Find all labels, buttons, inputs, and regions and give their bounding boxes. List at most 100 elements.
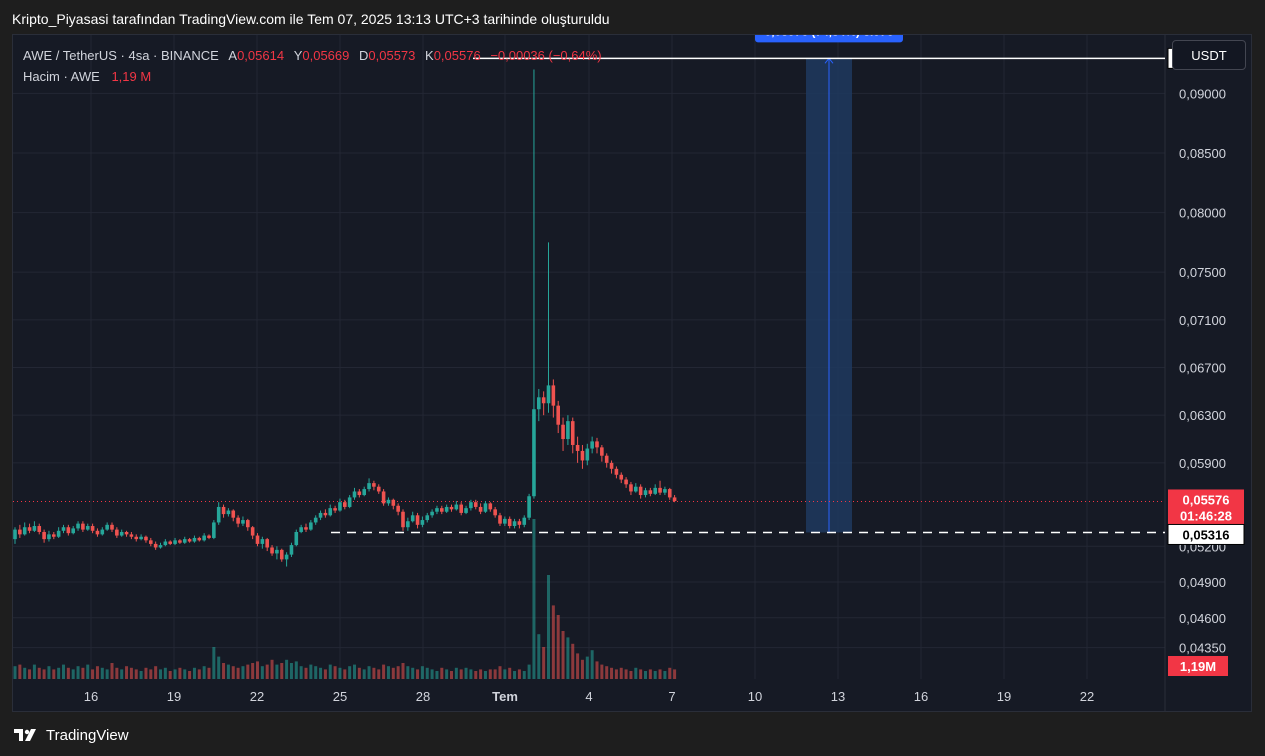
candle-body xyxy=(488,503,493,510)
volume-bar xyxy=(382,664,386,679)
candle-body xyxy=(85,526,90,530)
candle-body xyxy=(498,515,502,524)
volume-bar xyxy=(110,663,114,679)
volume-bar xyxy=(304,667,308,679)
volume-bar xyxy=(653,671,657,679)
volume-bar xyxy=(459,669,463,679)
x-tick-label: 13 xyxy=(831,689,845,704)
candle-body xyxy=(444,506,449,512)
volume-bar xyxy=(323,669,327,679)
candle-body xyxy=(173,540,177,544)
tradingview-logo[interactable]: TradingView xyxy=(14,724,129,746)
volume-bar xyxy=(95,666,99,679)
volume-bar xyxy=(23,667,27,679)
candle-body xyxy=(139,536,143,540)
chart-area[interactable]: 0,03976 (74,54%) 3.976 0,09000 0,08500 0,08… xyxy=(12,34,1252,712)
candle-body xyxy=(600,447,604,456)
candle-body xyxy=(585,448,590,461)
symbol-label: AWE / TetherUS · 4sa · BINANCE xyxy=(23,48,219,63)
candle-body xyxy=(129,534,134,537)
price-chart[interactable]: 0,03976 (74,54%) 3.976 0,09000 0,08500 0,08… xyxy=(13,35,1252,712)
volume-bar xyxy=(66,667,70,679)
candle-body xyxy=(401,511,405,528)
candle-body xyxy=(517,521,522,525)
volume-bar xyxy=(648,669,652,679)
candle-body xyxy=(100,529,105,535)
volume-bar xyxy=(614,669,618,679)
volume-bar xyxy=(217,656,221,679)
volume-bar xyxy=(396,666,400,679)
x-tick-label: 10 xyxy=(748,689,762,704)
candle-body xyxy=(289,545,294,555)
volume-bar xyxy=(163,667,167,679)
candle-body xyxy=(415,515,420,525)
candle-body xyxy=(52,534,56,537)
currency-button[interactable]: USDT xyxy=(1172,40,1246,70)
volume-bar xyxy=(639,669,643,679)
candle-body xyxy=(27,527,32,531)
volume-bar xyxy=(115,667,119,679)
volume-bar xyxy=(595,661,599,679)
volume-badge-bg xyxy=(1168,656,1228,676)
volume-bar xyxy=(561,631,565,679)
candle-body xyxy=(318,512,323,518)
volume-bar xyxy=(513,671,517,679)
open-value: 0,05614 xyxy=(237,48,285,63)
volume-bar xyxy=(328,664,332,679)
volume-bar xyxy=(474,671,478,679)
volume-bar xyxy=(503,669,507,679)
candle-body xyxy=(420,520,425,525)
candle-body xyxy=(255,535,260,544)
volume-bar xyxy=(183,669,187,679)
volume-bar xyxy=(644,671,647,679)
candle-body xyxy=(328,508,333,516)
volume-bar xyxy=(241,666,245,679)
volume-bar xyxy=(551,605,555,679)
volume-bar xyxy=(411,667,415,679)
volume-bar xyxy=(309,664,313,679)
candle-body xyxy=(478,506,483,512)
candle-body xyxy=(158,545,163,548)
volume-bar xyxy=(42,669,46,679)
candle-body xyxy=(182,539,187,543)
candle-body xyxy=(115,529,119,536)
volume-bar xyxy=(527,664,531,679)
candle-body xyxy=(362,489,366,496)
candle-body xyxy=(42,531,46,540)
volume-bar xyxy=(416,669,420,679)
volume-badge: 1,19M xyxy=(1180,659,1216,674)
volume-bar xyxy=(571,643,575,679)
candle-body xyxy=(197,537,202,541)
candle-body xyxy=(95,530,100,535)
candle-body xyxy=(212,522,216,538)
candle-body xyxy=(483,503,488,512)
candle-body xyxy=(66,527,71,534)
volume-bar xyxy=(673,669,677,679)
volume-bar xyxy=(517,669,521,679)
volume-bar xyxy=(406,666,410,679)
volume-bar xyxy=(275,664,279,679)
candle-body xyxy=(352,491,357,498)
candle-body xyxy=(144,536,148,541)
candle-body xyxy=(595,441,599,448)
volume-bar xyxy=(435,671,439,679)
volume-bar xyxy=(547,575,550,679)
candle-body xyxy=(90,526,95,531)
candle-body xyxy=(270,547,274,554)
candle-body xyxy=(566,421,570,440)
volume-bar xyxy=(658,669,662,679)
volume-bar xyxy=(362,669,366,679)
candle-body xyxy=(493,509,497,516)
y-tick-label: 0,04900 xyxy=(1179,575,1226,590)
volume-bar xyxy=(251,663,255,679)
candle-body xyxy=(343,502,347,507)
candle-body xyxy=(168,541,172,544)
volume-bar xyxy=(372,667,376,679)
low-key: D xyxy=(359,48,369,63)
candle-body xyxy=(105,524,109,530)
close-key: K xyxy=(425,48,434,63)
measure-label: 0,03976 (74,54%) 3.976 xyxy=(765,35,894,38)
x-tick-label: 16 xyxy=(84,689,98,704)
candle-body xyxy=(187,539,192,542)
volume-bar xyxy=(624,669,628,679)
